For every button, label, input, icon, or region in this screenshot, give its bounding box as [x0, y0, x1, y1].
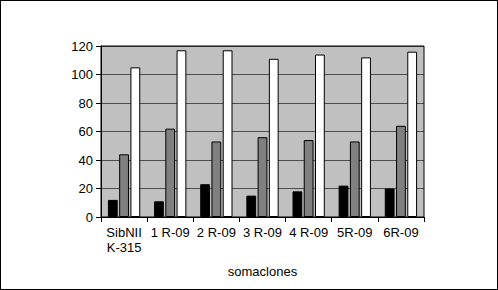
svg-text:100: 100	[71, 67, 93, 82]
svg-text:0: 0	[86, 210, 93, 225]
svg-text:somaclones: somaclones	[228, 264, 298, 279]
svg-text:5R-09: 5R-09	[337, 225, 372, 240]
svg-text:2 R-09: 2 R-09	[197, 225, 236, 240]
svg-text:3 R-09: 3 R-09	[243, 225, 282, 240]
svg-text:20: 20	[79, 181, 93, 196]
svg-text:SibNII: SibNII	[106, 225, 141, 240]
svg-text:120: 120	[71, 39, 93, 54]
svg-text:60: 60	[79, 124, 93, 139]
svg-text:4 R-09: 4 R-09	[289, 225, 328, 240]
svg-text:1 R-09: 1 R-09	[151, 225, 190, 240]
svg-text:6R-09: 6R-09	[383, 225, 418, 240]
svg-text:80: 80	[79, 96, 93, 111]
svg-text:40: 40	[79, 153, 93, 168]
svg-text:K-315: K-315	[107, 240, 142, 255]
